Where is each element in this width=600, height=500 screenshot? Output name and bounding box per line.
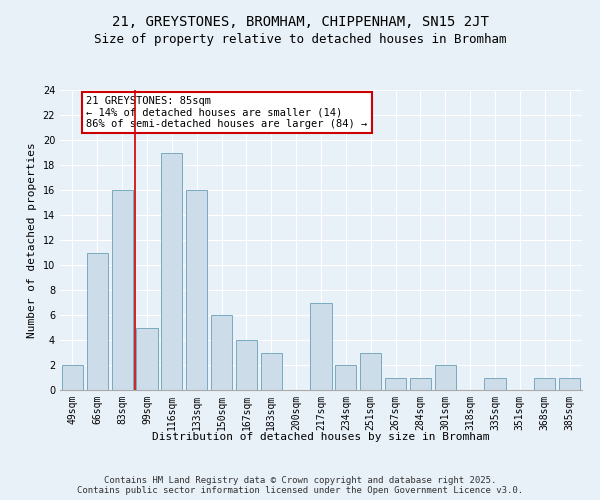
- Y-axis label: Number of detached properties: Number of detached properties: [27, 142, 37, 338]
- Bar: [161, 152, 182, 390]
- Bar: [559, 378, 580, 390]
- Bar: [112, 190, 133, 390]
- Bar: [385, 378, 406, 390]
- Text: 21, GREYSTONES, BROMHAM, CHIPPENHAM, SN15 2JT: 21, GREYSTONES, BROMHAM, CHIPPENHAM, SN1…: [112, 15, 488, 29]
- Bar: [136, 328, 158, 390]
- Text: Contains HM Land Registry data © Crown copyright and database right 2025.
Contai: Contains HM Land Registry data © Crown c…: [77, 476, 523, 495]
- Bar: [261, 352, 282, 390]
- Bar: [62, 365, 83, 390]
- Bar: [211, 315, 232, 390]
- Bar: [236, 340, 257, 390]
- Bar: [484, 378, 506, 390]
- Bar: [410, 378, 431, 390]
- Text: Size of property relative to detached houses in Bromham: Size of property relative to detached ho…: [94, 32, 506, 46]
- Text: Distribution of detached houses by size in Bromham: Distribution of detached houses by size …: [152, 432, 490, 442]
- Bar: [186, 190, 207, 390]
- Bar: [335, 365, 356, 390]
- Bar: [534, 378, 555, 390]
- Bar: [435, 365, 456, 390]
- Bar: [310, 302, 332, 390]
- Text: 21 GREYSTONES: 85sqm
← 14% of detached houses are smaller (14)
86% of semi-detac: 21 GREYSTONES: 85sqm ← 14% of detached h…: [86, 96, 367, 129]
- Bar: [360, 352, 381, 390]
- Bar: [87, 252, 108, 390]
